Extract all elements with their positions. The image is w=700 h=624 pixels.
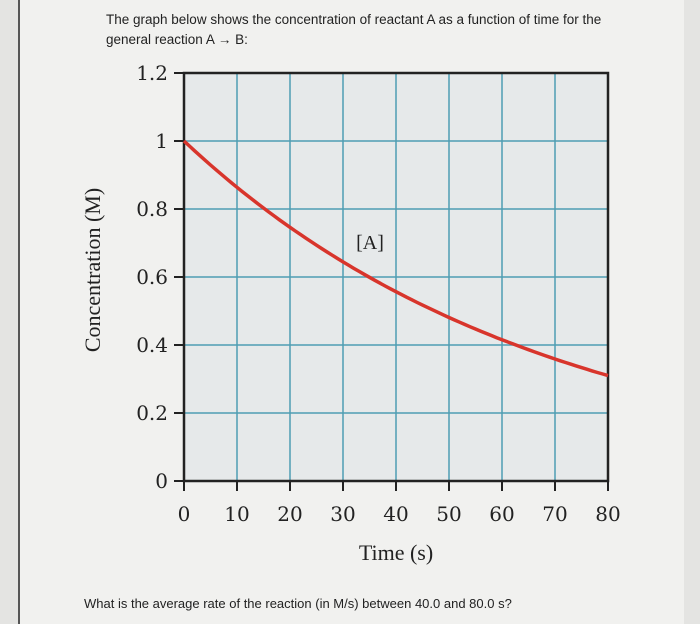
question-intro: The graph below shows the concentration … (106, 12, 602, 47)
x-tick-label: 0 (178, 502, 191, 526)
x-tick-label: 30 (330, 502, 355, 526)
x-tick-label: 60 (489, 502, 514, 526)
series-annotation: [A] (356, 232, 384, 254)
y-tick-label: 0.4 (136, 333, 168, 357)
x-tick-label: 10 (224, 502, 249, 526)
question-prompt: What is the average rate of the reaction… (84, 596, 512, 611)
series-line-A (182, 139, 609, 378)
y-axis-label: Concentration (M) (80, 188, 105, 352)
x-tick-label: 20 (277, 502, 302, 526)
y-tick-label: 1 (155, 129, 168, 153)
x-tick-label: 50 (436, 502, 461, 526)
x-tick-label: 70 (542, 502, 567, 526)
y-tick-label: 0.2 (136, 401, 168, 425)
y-tick-label: 0.8 (136, 197, 168, 221)
x-tick-label: 40 (383, 502, 408, 526)
plot-frame (182, 71, 610, 483)
x-axis-label: Time (s) (359, 540, 433, 565)
x-tick-label: 80 (595, 502, 620, 526)
y-tick-label: 0 (155, 469, 168, 493)
y-tick-label: 0.6 (136, 265, 168, 289)
y-tick-label: 1.2 (136, 61, 168, 85)
